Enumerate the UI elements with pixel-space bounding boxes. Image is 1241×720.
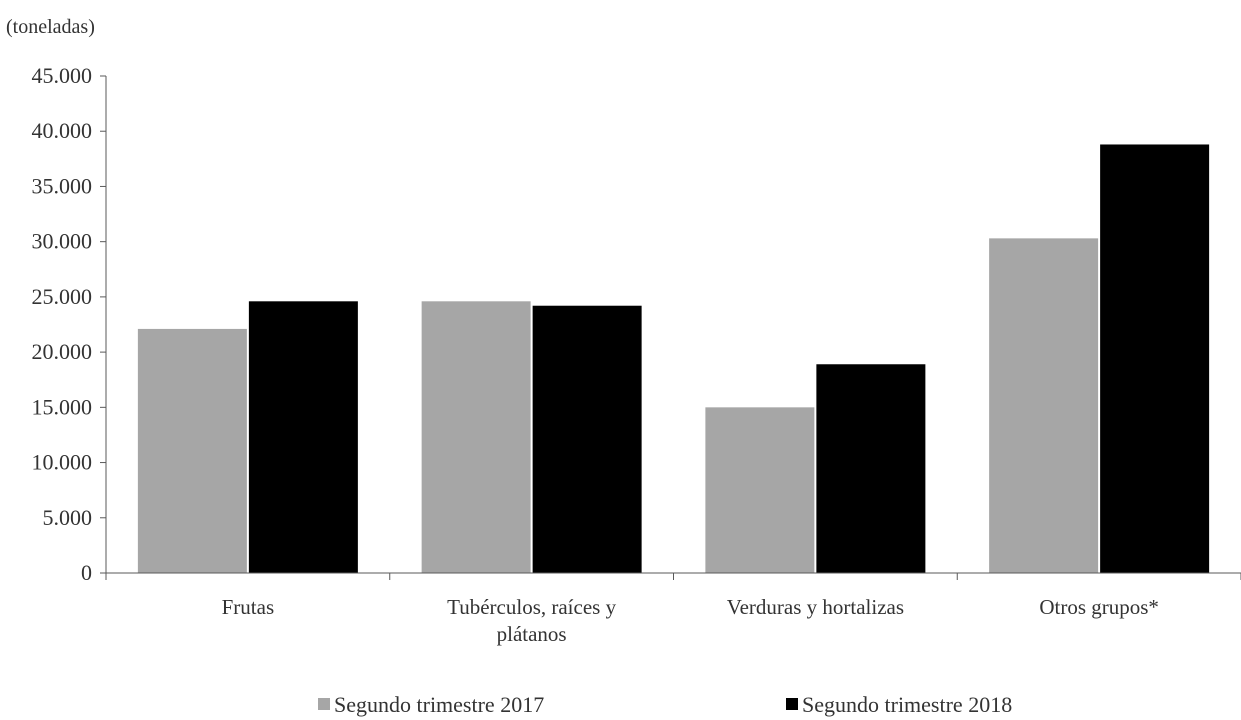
x-tick-label: Tubérculos, raíces y bbox=[447, 595, 616, 619]
legend: Segundo trimestre 2017 Segundo trimestre … bbox=[318, 692, 1012, 717]
bar bbox=[989, 238, 1099, 573]
bar bbox=[532, 305, 642, 573]
y-tick-label: 10.000 bbox=[32, 450, 93, 475]
bar bbox=[1100, 144, 1210, 573]
legend-swatch bbox=[318, 698, 330, 710]
y-tick-label: 35.000 bbox=[32, 173, 93, 198]
y-tick-label: 45.000 bbox=[32, 63, 93, 88]
x-tick-label: plátanos bbox=[497, 622, 567, 646]
bar bbox=[705, 407, 815, 573]
legend-label: Segundo trimestre 2017 bbox=[334, 692, 544, 717]
y-tick-label: 15.000 bbox=[32, 394, 93, 419]
y-tick-label: 20.000 bbox=[32, 339, 93, 364]
y-tick-label: 25.000 bbox=[32, 284, 93, 309]
y-tick-label: 0 bbox=[81, 560, 92, 585]
x-tick-label: Otros grupos* bbox=[1039, 595, 1159, 619]
bar bbox=[137, 328, 247, 573]
x-axis: Frutas Tubérculos, raíces y plátanos Verdur… bbox=[105, 572, 1241, 646]
legend-label: Segundo trimestre 2018 bbox=[802, 692, 1012, 717]
x-tick-label: Frutas bbox=[222, 595, 275, 619]
y-tick-label: 30.000 bbox=[32, 229, 93, 254]
legend-swatch bbox=[786, 698, 798, 710]
y-tick-label: 5.000 bbox=[43, 505, 93, 530]
y-unit-label: (toneladas) bbox=[6, 16, 95, 38]
bar bbox=[421, 301, 531, 573]
bar bbox=[816, 364, 926, 573]
bar bbox=[248, 301, 358, 573]
x-tick-label: Verduras y hortalizas bbox=[727, 595, 904, 619]
bars bbox=[137, 144, 1210, 573]
y-tick-label: 40.000 bbox=[32, 118, 93, 143]
y-axis: 0 5.000 10.000 15.000 20.000 25.000 30.000 35.0… bbox=[32, 63, 107, 585]
